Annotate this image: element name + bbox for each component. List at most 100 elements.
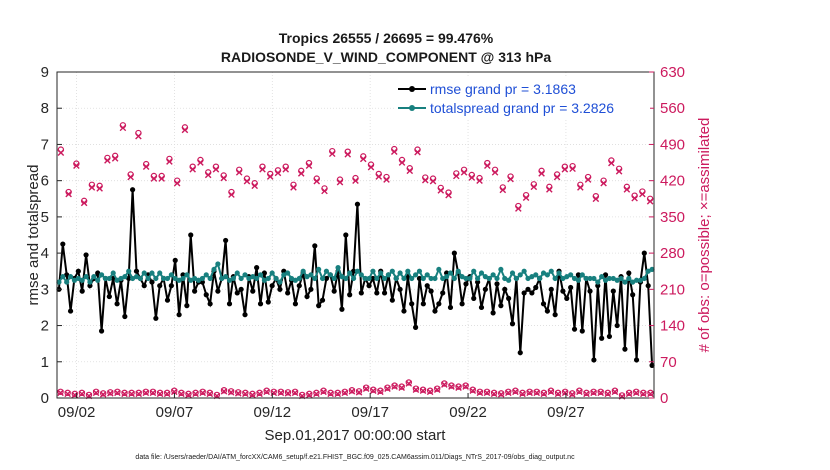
- obs-assimilated-marker: [313, 390, 320, 398]
- series-point-0: [548, 286, 554, 292]
- series-point-1: [544, 272, 550, 278]
- obs-assimilated-marker: [149, 389, 157, 397]
- series-point-1: [91, 274, 97, 280]
- series-point-0: [176, 312, 182, 318]
- obs-assimilated-marker: [375, 173, 383, 180]
- obs-assimilated-marker: [290, 184, 297, 191]
- series-point-0: [83, 252, 89, 258]
- obs-assimilated-marker: [334, 390, 342, 398]
- x-axis: 09/02 09/07 09/12 09/17 09/22 09/27: [58, 393, 585, 421]
- obs-possible-marker: [597, 388, 604, 395]
- obs-possible-marker: [178, 389, 185, 397]
- series-point-1: [265, 275, 271, 282]
- obs-possible-marker: [99, 390, 107, 397]
- series-point-1: [164, 275, 171, 282]
- series-point-1: [323, 268, 330, 274]
- series-point-1: [327, 272, 333, 278]
- series-point-1: [645, 268, 651, 274]
- series-point-0: [87, 283, 93, 289]
- series-point-0: [544, 308, 550, 314]
- series-point-0: [471, 295, 477, 301]
- obs-assimilated-marker: [611, 388, 619, 396]
- series-point-1: [161, 275, 167, 282]
- series-line-1: [58, 261, 653, 284]
- obs-assimilated-marker: [421, 176, 429, 184]
- legend-box: [394, 78, 650, 120]
- obs-assimilated-marker: [282, 165, 290, 173]
- obs-possible-marker: [497, 390, 505, 397]
- series-point-1: [506, 277, 512, 283]
- obs-assimilated-marker: [64, 390, 71, 398]
- obs-assimilated-marker: [625, 390, 633, 398]
- series-point-0: [184, 303, 190, 309]
- series-point-0: [533, 284, 539, 291]
- series-point-1: [463, 275, 469, 282]
- series-point-1: [149, 270, 155, 276]
- obs-possible-marker: [71, 390, 78, 398]
- y-tick-label: 0: [41, 390, 49, 407]
- y2-tick-label: 70: [660, 354, 677, 371]
- obs-assimilated-marker: [460, 169, 468, 176]
- obs-possible-marker: [185, 390, 192, 398]
- series-point-1: [83, 274, 89, 280]
- y-tick-label: 5: [41, 209, 49, 226]
- obs-assimilated-marker: [328, 150, 336, 158]
- series-point-0: [587, 288, 593, 294]
- series-point-0: [354, 201, 361, 207]
- obs-assimilated-marker: [297, 170, 305, 177]
- series-point-0: [261, 270, 267, 276]
- series-point-1: [641, 275, 647, 282]
- series-point-0: [440, 290, 446, 296]
- obs-assimilated-marker: [135, 390, 143, 398]
- series-point-1: [401, 275, 407, 282]
- series-point-1: [602, 277, 609, 283]
- y-tick-label: 8: [41, 100, 49, 117]
- obs-assimilated-marker: [355, 389, 363, 396]
- series-point-0: [254, 265, 260, 271]
- obs-assimilated-marker: [569, 165, 576, 173]
- series-point-0: [366, 283, 372, 289]
- obs-assimilated-marker: [321, 187, 328, 195]
- series-point-1: [292, 277, 299, 283]
- chart-title-line1: Tropics 26555 / 26695 = 99.476%: [279, 30, 494, 46]
- x-tick-label: 09/17: [351, 404, 389, 421]
- series-point-1: [517, 272, 523, 278]
- obs-possible-marker: [490, 389, 498, 397]
- series-point-0: [238, 286, 244, 292]
- series-point-1: [467, 275, 473, 282]
- series-point-0: [630, 292, 636, 298]
- obs-possible-marker: [547, 387, 555, 394]
- series-point-0: [226, 301, 233, 307]
- obs-possible-marker: [306, 390, 313, 398]
- obs-possible-marker: [604, 389, 612, 397]
- series-point-0: [149, 279, 155, 285]
- series-point-0: [502, 286, 508, 292]
- obs-assimilated-marker: [173, 179, 181, 187]
- plot-frame: [56, 71, 655, 399]
- obs-assimilated-marker: [592, 195, 600, 203]
- obs-assimilated-marker: [212, 165, 220, 173]
- legend-rmse-marker: [409, 86, 415, 92]
- series-point-0: [591, 357, 597, 363]
- series-point-1: [168, 272, 174, 278]
- obs-assimilated-marker: [73, 162, 80, 169]
- obs-possible-marker: [455, 383, 462, 390]
- series-point-1: [192, 275, 198, 282]
- plot-area: [56, 71, 655, 400]
- series-point-0: [412, 324, 419, 330]
- obs-assimilated-marker: [568, 391, 576, 398]
- obs-possible-marker: [114, 388, 121, 395]
- obs-assimilated-marker: [437, 187, 445, 194]
- obs-assimilated-marker: [243, 177, 251, 185]
- obs-assimilated-marker: [522, 194, 530, 202]
- obs-possible-marker: [256, 389, 263, 397]
- series-point-1: [238, 275, 244, 282]
- series-point-1: [475, 275, 481, 282]
- series-point-1: [358, 272, 364, 278]
- series-point-0: [420, 301, 426, 307]
- series-point-1: [568, 272, 574, 278]
- obs-assimilated-marker: [166, 158, 173, 165]
- series-point-1: [378, 270, 384, 276]
- series-point-0: [308, 286, 314, 292]
- x-axis-label: Sep.01,2017 00:00:00 start: [265, 427, 447, 444]
